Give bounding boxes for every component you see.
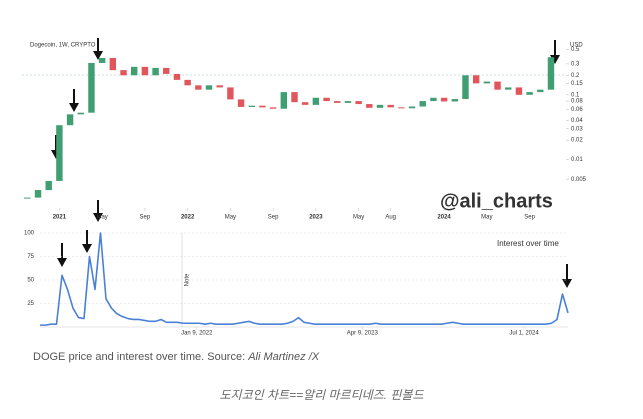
x-tick-label: 2023	[309, 215, 323, 221]
candle	[472, 75, 480, 84]
candle	[163, 67, 170, 74]
price-title: Dogecoin, 1W, CRYPTO	[30, 43, 96, 49]
y-tick-label: 0.01	[571, 157, 583, 163]
x-tick-label: Sep	[524, 215, 535, 221]
candle	[462, 75, 469, 100]
candle	[173, 73, 181, 80]
x-tick-label: May	[96, 215, 107, 221]
x-tick-label: Jan 9, 2022	[181, 331, 213, 337]
footer: 도지코인 차트==알리 마르티네즈. 핀볼드	[219, 388, 424, 402]
candle	[259, 105, 266, 108]
candle	[109, 57, 117, 71]
candle	[451, 99, 458, 102]
candle	[205, 85, 213, 90]
candle	[366, 104, 373, 108]
candle	[515, 87, 523, 95]
candle	[323, 97, 330, 102]
x-tick-label: 2022	[181, 215, 195, 221]
candle	[77, 112, 84, 115]
candle	[430, 97, 437, 102]
note-label: Note	[185, 273, 191, 286]
watermark: @ali_charts	[440, 190, 553, 212]
candle	[120, 70, 127, 76]
x-tick-label: May	[225, 215, 236, 221]
candle	[408, 106, 416, 109]
candle	[537, 89, 544, 93]
y-tick-label: 0.15	[571, 81, 583, 87]
chart: Dogecoin, 1W, CRYPTO USD @ali_charts Int…	[22, 32, 597, 337]
candle	[45, 180, 52, 191]
candle	[483, 81, 491, 84]
x-tick-label: Jul 1, 2024	[509, 331, 539, 337]
y-tick-label: 0.04	[571, 118, 583, 124]
interest-title: Interest over time	[497, 239, 559, 248]
candle	[227, 87, 234, 100]
y-tick-label: 25	[27, 301, 34, 307]
x-tick-label: Sep	[268, 215, 279, 221]
candle	[494, 81, 501, 90]
x-tick-label: Sep	[140, 215, 151, 221]
candle	[269, 107, 277, 109]
y-tick-label: 0.02	[571, 138, 583, 144]
candle	[312, 97, 320, 105]
candle	[141, 66, 149, 76]
candle	[419, 101, 426, 107]
candle	[547, 57, 555, 90]
candle	[280, 92, 288, 109]
candle	[398, 107, 405, 109]
candle	[526, 92, 533, 95]
candle	[387, 104, 394, 108]
x-tick-label: Aug	[385, 215, 396, 221]
x-tick-label: 2021	[53, 215, 67, 221]
candle	[248, 105, 255, 107]
candle	[301, 102, 309, 105]
candle	[34, 190, 42, 198]
candle	[237, 99, 245, 107]
chart-bg	[22, 32, 597, 332]
interest-line	[40, 232, 569, 326]
y-tick-label: 0.2	[571, 73, 580, 79]
y-tick-label: 0.5	[571, 47, 580, 53]
y-tick-label: 100	[24, 231, 35, 237]
candle	[216, 85, 223, 88]
x-tick-label: Apr 9, 2023	[347, 331, 379, 337]
candle	[131, 66, 138, 76]
candle	[505, 87, 512, 90]
unit-label: USD	[570, 43, 583, 49]
y-tick-label: 75	[27, 254, 34, 260]
caption-text: DOGE price and interest over time. Sourc…	[33, 351, 249, 363]
candle	[195, 85, 202, 90]
candle	[88, 62, 95, 113]
y-tick-label: 0.03	[571, 126, 583, 132]
candle	[376, 104, 384, 108]
x-tick-label: May	[353, 215, 364, 221]
candle	[24, 197, 31, 199]
y-tick-label: 0.08	[571, 99, 583, 105]
candle	[440, 97, 448, 102]
y-tick-label: 0.1	[571, 92, 580, 98]
caption-source: Ali Martinez /X	[248, 351, 320, 363]
y-tick-label: 0.06	[571, 107, 583, 113]
candle	[344, 101, 352, 103]
candle	[152, 67, 159, 76]
caption: DOGE price and interest over time. Sourc…	[33, 351, 319, 363]
candle	[291, 92, 298, 103]
x-tick-label: 2024	[437, 215, 451, 221]
candle	[56, 125, 63, 181]
candle	[334, 101, 341, 103]
y-tick-label: 50	[27, 278, 34, 284]
y-tick-label: 0.005	[571, 177, 587, 183]
candle	[66, 114, 74, 126]
candle	[355, 101, 362, 105]
y-tick-label: 0.3	[571, 61, 580, 67]
candle	[184, 79, 191, 86]
x-tick-label: May	[481, 215, 492, 221]
candle	[98, 57, 106, 63]
